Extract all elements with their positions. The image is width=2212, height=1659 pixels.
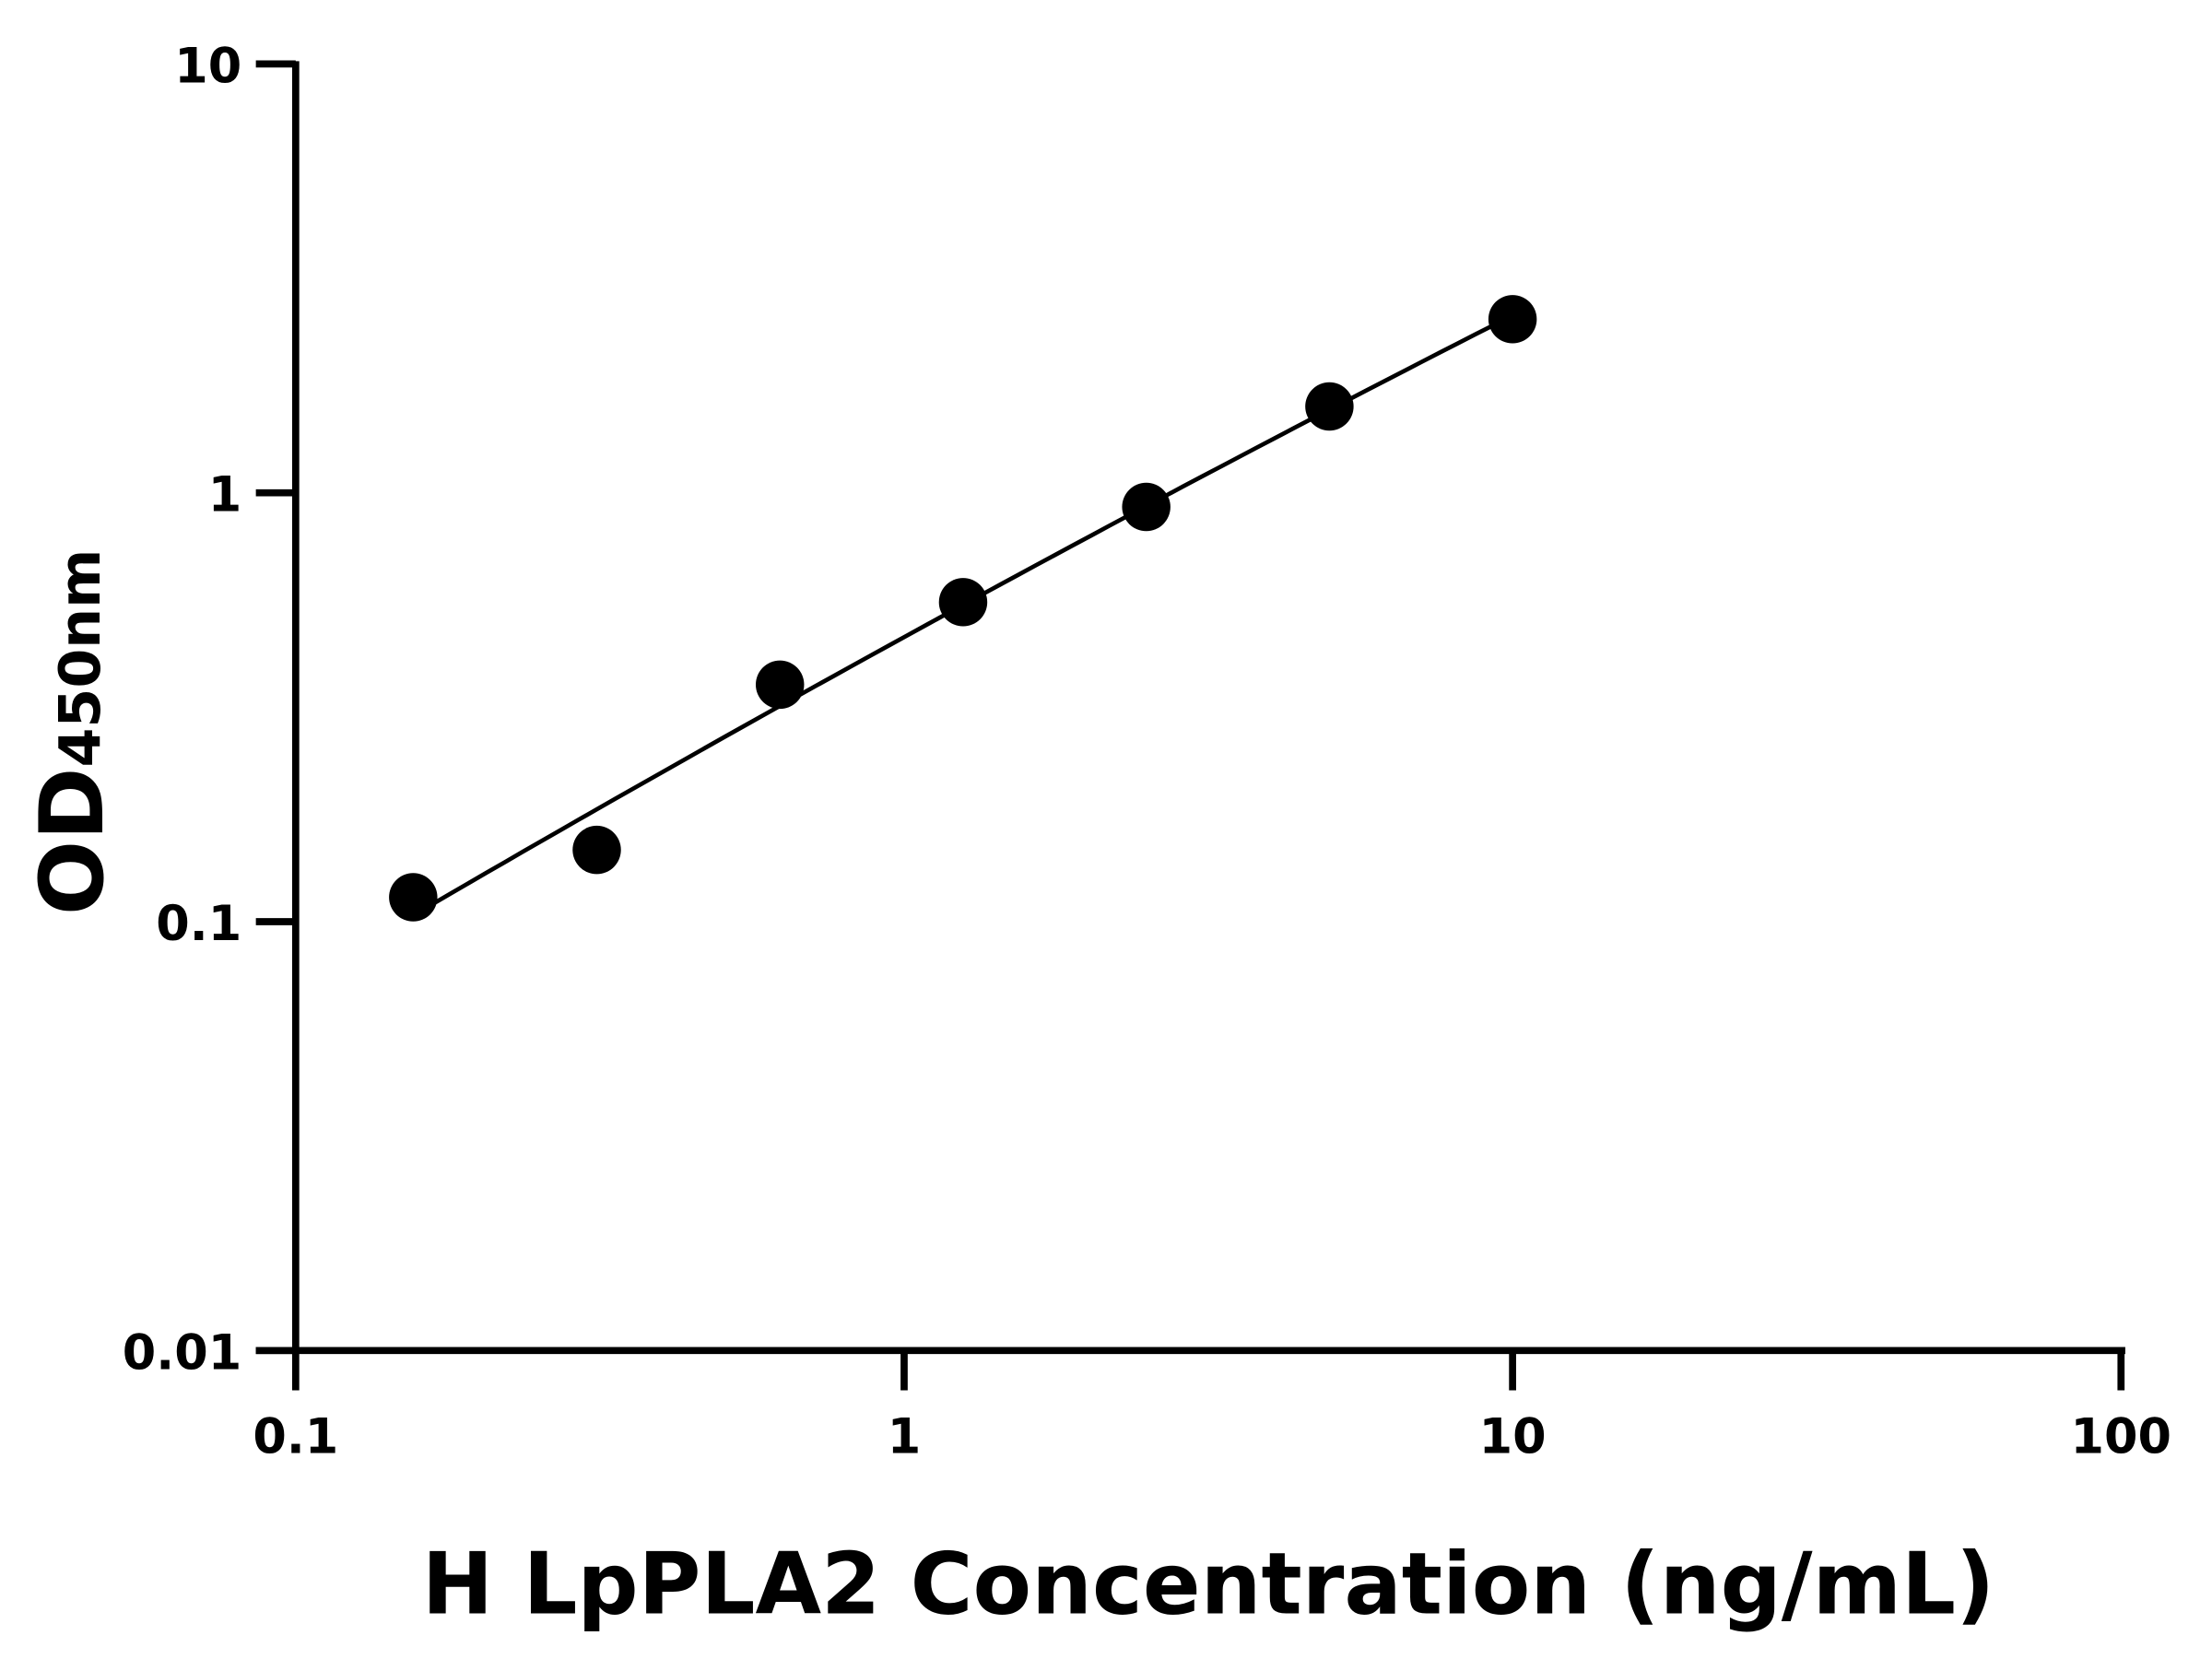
data-point: [756, 660, 805, 710]
data-point: [1305, 382, 1354, 431]
data-point: [938, 578, 988, 627]
x-axis-label: H LpPLA2 Concentration (ng/mL): [422, 1535, 1994, 1634]
data-point: [1122, 482, 1171, 532]
y-axis-label-main: OD: [20, 768, 124, 916]
x-tick-label: 1: [888, 1408, 922, 1465]
axes: [255, 61, 2125, 1355]
y-axis-label-sub: 450nm: [47, 549, 113, 768]
data-point: [389, 873, 438, 922]
y-tick-label: 0.1: [156, 896, 241, 952]
data-point: [1488, 295, 1537, 344]
data-point: [572, 825, 621, 875]
y-tick-label: 1: [208, 467, 242, 524]
svg-text:OD450nm: OD450nm: [20, 549, 124, 916]
y-tick-label: 0.01: [123, 1324, 241, 1381]
y-axis-label: OD450nm: [20, 549, 124, 916]
x-tick-label: 10: [1479, 1408, 1547, 1465]
y-tick-label: 10: [174, 38, 241, 94]
x-tick-label: 100: [2071, 1408, 2171, 1465]
x-tick-label: 0.1: [253, 1408, 338, 1465]
